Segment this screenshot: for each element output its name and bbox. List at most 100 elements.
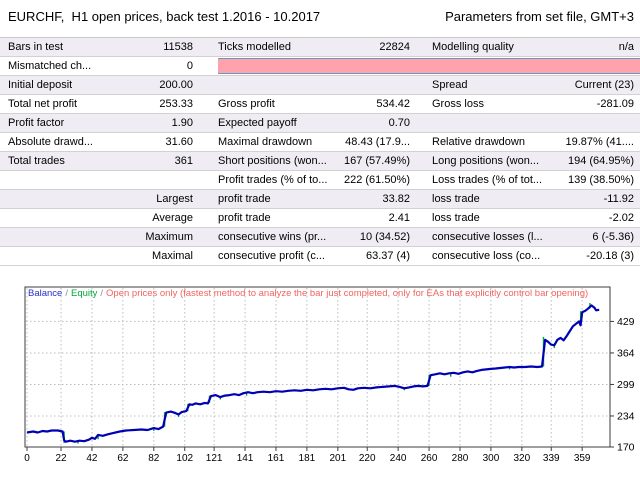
- x-tick-label: 201: [329, 453, 346, 464]
- stat-row: Profit factor 1.90 Expected payoff 0.70: [0, 114, 640, 133]
- x-tick-label: 102: [176, 453, 193, 464]
- stat-value: Average: [152, 212, 193, 224]
- y-tick-label: 299: [617, 379, 635, 391]
- stat-value: 200.00: [159, 79, 193, 91]
- x-tick-label: 0: [24, 453, 30, 464]
- legend-separator: /: [65, 288, 68, 299]
- stat-value: -20.18 (3): [586, 250, 634, 262]
- x-tick-label: 82: [148, 453, 160, 464]
- stat-value: 1.90: [171, 117, 193, 129]
- stat-label: Total net profit: [8, 98, 78, 110]
- stat-value: 33.82: [382, 193, 410, 205]
- stat-label: profit trade: [218, 193, 271, 205]
- stat-value: 2.41: [388, 212, 410, 224]
- stat-value: 22824: [379, 41, 410, 53]
- stat-row: Total net profit 253.33 Gross profit 534.42…: [0, 95, 640, 114]
- balance-chart: 0 22 42 62 82 102 121 141 161 181 201 220 240 260 280 3…: [0, 282, 640, 480]
- stat-label: consecutive profit (c...: [218, 250, 325, 262]
- stat-row: Largest profit trade 33.82 loss trade -11.92: [0, 190, 640, 209]
- stat-label: loss trade: [432, 212, 480, 224]
- y-tick-label: 170: [617, 442, 635, 454]
- stat-label: Modelling quality: [432, 41, 514, 53]
- stat-value: Maximal: [152, 250, 193, 262]
- legend-equity: Equity: [70, 288, 98, 299]
- stat-label: Profit trades (% of to...: [218, 174, 328, 186]
- report-title: EURCHF, H1 open prices, back test 1.2016…: [8, 9, 321, 24]
- stat-label: consecutive losses (l...: [432, 231, 543, 243]
- x-tick-label: 62: [117, 453, 129, 464]
- stat-value: 139 (38.50%): [567, 174, 634, 186]
- stat-label: Gross profit: [218, 98, 275, 110]
- stat-value: n/a: [618, 41, 634, 53]
- chart-frame: [24, 286, 611, 448]
- x-tick-label: 22: [55, 453, 67, 464]
- x-tick-label: 181: [299, 453, 316, 464]
- x-tick-label: 161: [268, 453, 285, 464]
- stat-label: Expected payoff: [218, 117, 297, 129]
- stat-value: -2.02: [608, 212, 634, 224]
- report-header: EURCHF, H1 open prices, back test 1.2016…: [0, 0, 640, 37]
- stat-row: Total trades 361 Short positions (won... 16…: [0, 152, 640, 171]
- stat-value: Largest: [156, 193, 193, 205]
- stat-label: Long positions (won...: [432, 155, 540, 167]
- stat-value: 167 (57.49%): [343, 155, 410, 167]
- stat-label: profit trade: [218, 212, 271, 224]
- stat-label: Loss trades (% of tot...: [432, 174, 543, 186]
- chart-legend: Balance / Equity / Open prices only (fastest…: [28, 288, 588, 299]
- stat-value: 0.70: [388, 117, 410, 129]
- stat-value: 222 (61.50%): [343, 174, 410, 186]
- x-tick-label: 300: [483, 453, 500, 464]
- stat-row: Bars in test 11538 Ticks modelled 22824 Mode…: [0, 38, 640, 57]
- x-tick-label: 260: [421, 453, 438, 464]
- stat-value: 10 (34.52): [359, 231, 410, 243]
- stat-value: Current (23): [574, 79, 634, 91]
- stat-value: 534.42: [376, 98, 410, 110]
- stat-row: Maximal consecutive profit (c... 63.37 (4)…: [0, 247, 640, 266]
- balance-line: [26, 304, 600, 443]
- stat-label: Mismatched ch...: [8, 60, 92, 72]
- stat-value: 63.37 (4): [365, 250, 410, 262]
- report-parameters: Parameters from set file, GMT+3: [445, 9, 634, 24]
- x-tick-label: 280: [452, 453, 469, 464]
- legend-balance: Balance: [28, 288, 63, 299]
- x-tick-label: 320: [514, 453, 531, 464]
- stat-label: Bars in test: [8, 41, 64, 53]
- stat-value: 0: [186, 60, 193, 72]
- stat-label: Gross loss: [432, 98, 484, 110]
- x-tick-label: 121: [206, 453, 223, 464]
- y-tick-label: 234: [617, 410, 635, 422]
- y-tick-label: 429: [617, 316, 635, 328]
- stat-label: consecutive wins (pr...: [218, 231, 327, 243]
- legend-separator: /: [100, 288, 104, 299]
- stat-label: Profit factor: [8, 117, 65, 129]
- stat-label: consecutive loss (co...: [432, 250, 541, 262]
- stat-value: 6 (-5.36): [592, 231, 634, 243]
- x-tick-label: 240: [390, 453, 407, 464]
- stat-label: Initial deposit: [8, 79, 73, 91]
- x-tick-label: 220: [359, 453, 376, 464]
- stat-label: Total trades: [8, 155, 65, 167]
- stat-value: 194 (64.95%): [567, 155, 634, 167]
- stat-value: -11.92: [603, 193, 634, 205]
- stat-label: Absolute drawd...: [8, 136, 93, 148]
- x-tick-label: 359: [574, 453, 591, 464]
- stat-row: Mismatched ch... 0: [0, 57, 640, 76]
- statistics-table: Bars in test 11538 Ticks modelled 22824 Mode…: [0, 37, 640, 266]
- x-tick-label: 339: [543, 453, 560, 464]
- stat-value: Maximum: [145, 231, 193, 243]
- stat-label: Ticks modelled: [218, 41, 291, 53]
- stat-value: 48.43 (17.9...: [345, 136, 410, 148]
- stat-row: Average profit trade 2.41 loss trade -2.02: [0, 209, 640, 228]
- stat-row: Maximum consecutive wins (pr... 10 (34.52)…: [0, 228, 640, 247]
- x-tick-label: 42: [86, 453, 98, 464]
- stat-row: Absolute drawd... 31.60 Maximal drawdown 48…: [0, 133, 640, 152]
- stat-row: Profit trades (% of to... 222 (61.50%) Los…: [0, 171, 640, 190]
- stat-row: Initial deposit 200.00 Spread Current (23): [0, 76, 640, 95]
- balance-chart-canvas: 0 22 42 62 82 102 121 141 161 181 201 220 240 260 280 3…: [24, 286, 635, 464]
- stat-label: Maximal drawdown: [218, 136, 313, 148]
- legend-note: Open prices only (fastest method to anal…: [106, 288, 589, 299]
- stat-value: 253.33: [159, 98, 193, 110]
- stat-label: Relative drawdown: [432, 136, 525, 148]
- stat-label: Spread: [432, 79, 468, 91]
- stat-value: 31.60: [165, 136, 193, 148]
